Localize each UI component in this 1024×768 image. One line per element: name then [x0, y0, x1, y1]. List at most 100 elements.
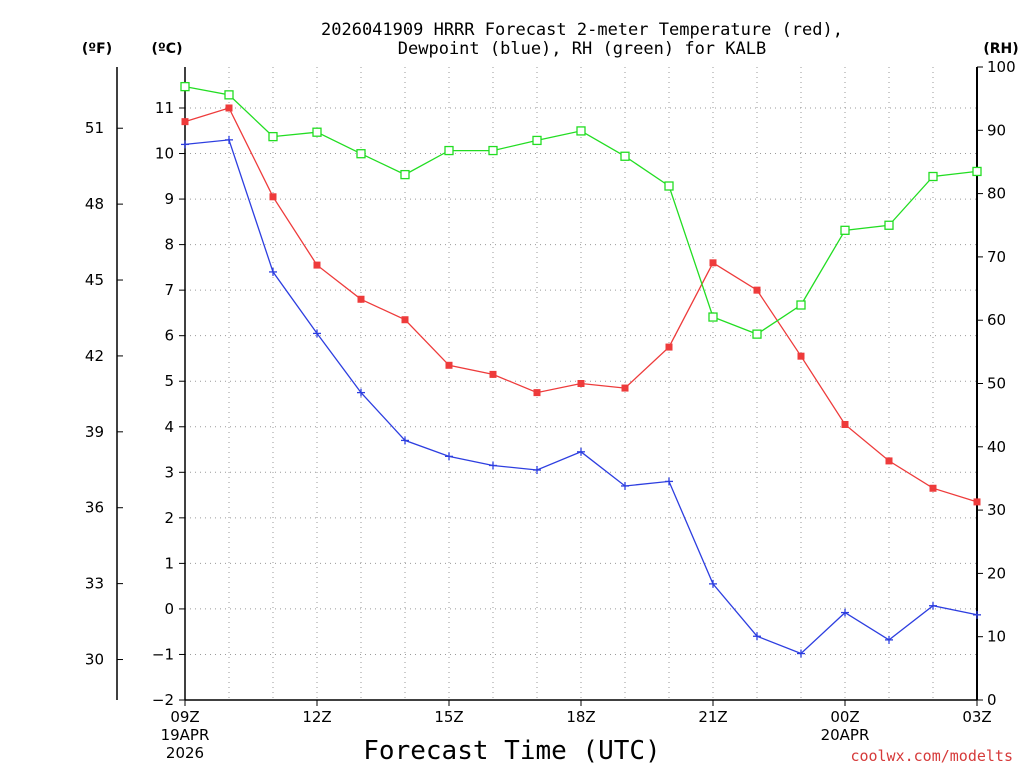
rh-tick-label: 30: [987, 501, 1006, 519]
celsius-tick-label: −1: [152, 645, 174, 663]
dewpoint-point: [929, 601, 937, 610]
celsius-tick-label: 10: [155, 145, 174, 163]
celsius-tick-label: 8: [164, 236, 174, 254]
dewpoint-point: [753, 632, 761, 641]
celsius-tick-label: 11: [155, 99, 174, 117]
temperature-point: [445, 361, 453, 369]
rh-point: [400, 169, 410, 180]
x-axis-label: Forecast Time (UTC): [363, 736, 660, 766]
fahrenheit-tick-label: 42: [85, 347, 104, 365]
rh-tick-label: 60: [987, 311, 1006, 329]
temperature-point: [533, 389, 541, 397]
rh-point: [268, 131, 278, 142]
dewpoint-point: [445, 452, 453, 461]
dewpoint-point: [577, 447, 585, 456]
fahrenheit-tick-label: 30: [85, 651, 104, 669]
fahrenheit-unit-label: (ºF): [82, 41, 112, 57]
dewpoint-point: [313, 329, 321, 338]
fahrenheit-tick-label: 39: [85, 423, 104, 441]
rh-tick-label: 10: [987, 628, 1006, 646]
celsius-tick-label: 7: [164, 281, 174, 299]
rh-point: [576, 126, 586, 136]
rh-point: [180, 81, 190, 92]
rh-point: [312, 127, 322, 137]
temperature-point: [489, 370, 497, 378]
x-tick-date-label: 19APR: [161, 726, 210, 744]
dewpoint-point: [225, 135, 233, 144]
x-tick-date-label: 20APR: [821, 726, 870, 744]
rh-tick-label: 80: [987, 185, 1006, 203]
rh-point: [664, 181, 674, 191]
rh-point: [620, 151, 630, 161]
rh-point: [444, 145, 454, 156]
x-tick-label: 15Z: [434, 708, 463, 726]
celsius-tick-label: 2: [164, 509, 174, 527]
fahrenheit-tick-label: 36: [85, 499, 104, 517]
celsius-tick-label: 3: [164, 463, 174, 481]
credit-text: coolwx.com/modelts: [850, 747, 1013, 765]
x-tick-label: 00Z: [830, 708, 859, 726]
celsius-tick-label: 5: [164, 372, 174, 390]
rh-point: [356, 149, 366, 159]
dewpoint-point: [841, 608, 849, 617]
dewpoint-point: [401, 436, 409, 445]
temperature-point: [401, 316, 409, 324]
celsius-unit-label: (ºC): [152, 41, 183, 57]
temperature-point: [973, 498, 981, 506]
temperature-point: [709, 259, 717, 267]
rh-unit-label: (RH): [983, 41, 1018, 57]
rh-point: [488, 145, 498, 156]
x-tick-label: 09Z: [170, 708, 199, 726]
rh-tick-label: 100: [987, 58, 1016, 76]
celsius-tick-label: 4: [164, 418, 174, 436]
celsius-tick-label: 9: [164, 190, 174, 208]
dewpoint-point: [797, 649, 805, 658]
fahrenheit-tick-label: 48: [85, 195, 104, 213]
temperature-point: [577, 380, 585, 387]
temperature-point: [797, 352, 805, 360]
rh-point: [752, 329, 762, 339]
celsius-tick-label: 0: [164, 600, 174, 618]
rh-point: [840, 225, 850, 235]
dewpoint-point: [269, 267, 277, 276]
rh-point: [708, 312, 718, 322]
rh-point: [928, 171, 938, 182]
rh-point: [972, 166, 982, 177]
temperature-point: [621, 384, 629, 392]
dewpoint-point: [621, 481, 629, 490]
temperature-point: [357, 295, 365, 303]
temperature-point: [753, 286, 761, 294]
series-lines: [180, 81, 982, 658]
temperature-point: [665, 343, 673, 351]
dewpoint-point: [357, 388, 365, 397]
rh-point: [224, 90, 234, 100]
temperature-point: [313, 261, 321, 269]
rh-tick-label: 40: [987, 438, 1006, 456]
rh-tick-label: 50: [987, 375, 1006, 393]
chart-title-line1: 2026041909 HRRR Forecast 2-meter Tempera…: [321, 20, 843, 40]
chart-title-line2: Dewpoint (blue), RH (green) for KALB: [398, 39, 766, 59]
fahrenheit-tick-label: 45: [85, 271, 104, 289]
rh-tick-label: 20: [987, 564, 1006, 582]
axes: [116, 66, 983, 706]
temperature-point: [225, 104, 233, 112]
rh-point: [532, 135, 542, 146]
celsius-tick-label: 6: [164, 327, 174, 345]
celsius-tick-label: −2: [152, 691, 174, 709]
x-tick-label: 21Z: [698, 708, 727, 726]
dewpoint-point: [533, 466, 541, 475]
dewpoint-point: [665, 477, 673, 486]
temperature-point: [181, 118, 189, 126]
dewpoint-line: [184, 139, 978, 655]
x-tick-label: 18Z: [566, 708, 595, 726]
fahrenheit-tick-label: 51: [85, 119, 104, 137]
dewpoint-point: [885, 635, 893, 644]
temperature-point: [929, 484, 937, 492]
dewpoint-point: [181, 140, 189, 149]
temperature-point: [841, 420, 849, 428]
rh-line: [184, 85, 978, 335]
x-tick-label: 03Z: [962, 708, 991, 726]
tick-labels: −2−1012345678910113033363942454851010203…: [85, 58, 1016, 762]
x-tick-label: 12Z: [302, 708, 331, 726]
rh-tick-label: 0: [987, 691, 997, 709]
